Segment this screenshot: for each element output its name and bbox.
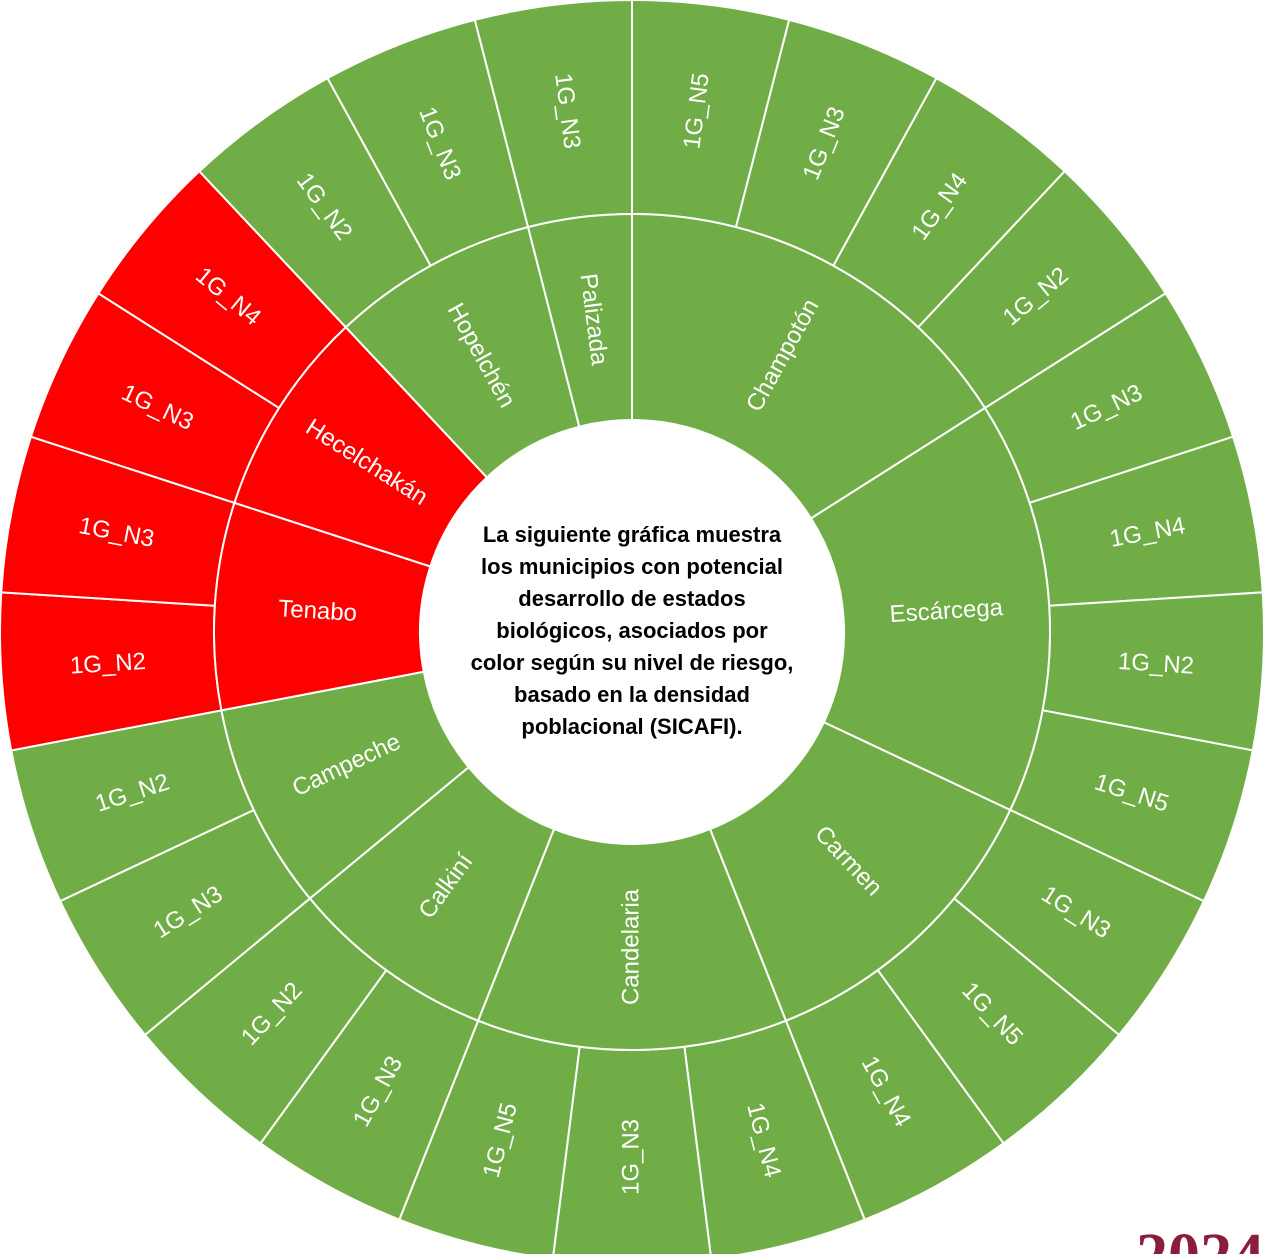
center-text-line: los municipios con potencial [481,554,783,579]
center-text-line: color según su nivel de riesgo, [471,650,794,675]
logo-text: 2024 [1136,1220,1264,1254]
center-text-line: La siguiente gráfica muestra [483,522,782,547]
center-text-line: biológicos, asociados por [496,618,768,643]
leaf-label: 1G_N2 [1117,648,1195,680]
leaf-label: 1G_N3 [617,1119,644,1195]
center-text-line: basado en la densidad [514,682,750,707]
center-text-line: poblacional (SICAFI). [521,714,742,739]
group-segment [526,212,633,428]
leaf-label: 1G_N2 [69,648,147,680]
center-hole [420,420,844,844]
center-text-line: desarrollo de estados [518,586,745,611]
group-label: Tenabo [278,595,358,627]
group-label: Candelaria [617,888,644,1005]
